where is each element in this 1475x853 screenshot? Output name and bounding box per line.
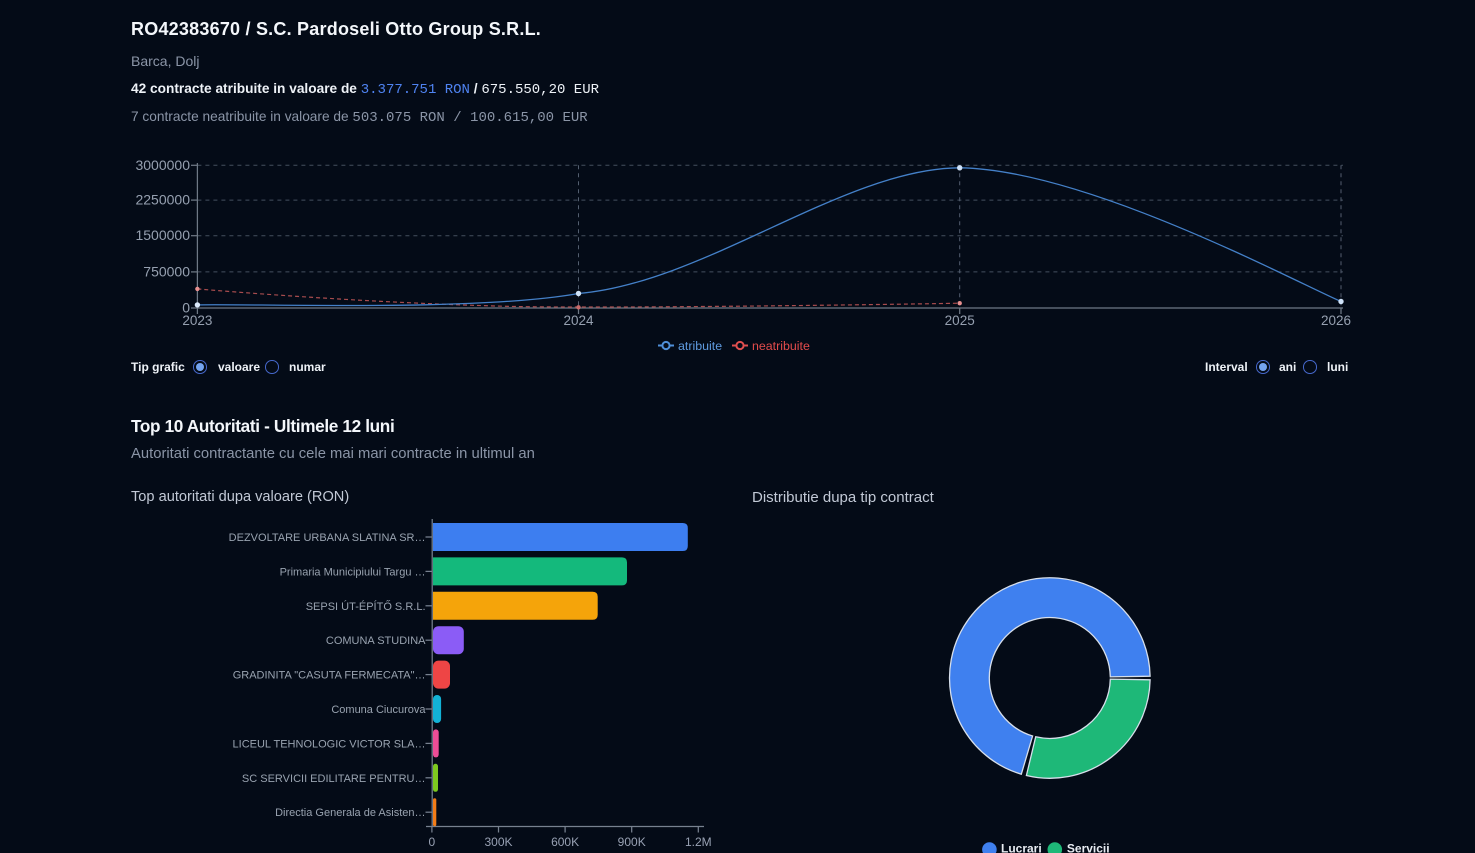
svg-text:Comuna Ciucurova: Comuna Ciucurova [331,704,426,716]
svg-text:900K: 900K [618,835,646,849]
svg-text:atribuite: atribuite [678,339,722,353]
svg-text:SC SERVICII EDILITARE PENTRU…: SC SERVICII EDILITARE PENTRU… [242,773,426,785]
svg-text:2024: 2024 [563,313,594,328]
svg-text:DEZVOLTARE URBANA SLATINA SR…: DEZVOLTARE URBANA SLATINA SR… [229,532,426,544]
svg-text:1500000: 1500000 [135,227,190,243]
svg-text:GRADINITA "CASUTA FERMECATA"…: GRADINITA "CASUTA FERMECATA"… [233,670,426,682]
svg-text:3000000: 3000000 [135,157,190,173]
svg-text:SEPSI ÚT-ÉPÍTŐ S.R.L.: SEPSI ÚT-ÉPÍTŐ S.R.L. [306,599,426,613]
svg-text:2250000: 2250000 [135,192,190,208]
svg-text:1.2M: 1.2M [685,835,712,849]
svg-text:Lucrari: Lucrari [1001,842,1042,853]
svg-text:Primaria Municipiului Targu …: Primaria Municipiului Targu … [280,566,426,578]
svg-text:2025: 2025 [945,313,975,328]
svg-text:Directia Generala de Asisten…: Directia Generala de Asisten… [275,807,425,819]
svg-text:0: 0 [429,835,436,849]
svg-text:750000: 750000 [143,263,190,279]
svg-text:LICEUL TEHNOLOGIC VICTOR SLA…: LICEUL TEHNOLOGIC VICTOR SLA… [233,738,426,750]
svg-text:COMUNA STUDINA: COMUNA STUDINA [326,635,426,647]
svg-text:2023: 2023 [182,313,212,328]
svg-text:neatribuite: neatribuite [752,339,810,353]
svg-text:300K: 300K [484,835,512,849]
svg-text:Servicii: Servicii [1067,842,1110,853]
svg-text:600K: 600K [551,835,579,849]
svg-text:0: 0 [182,300,190,316]
svg-text:2026: 2026 [1321,313,1351,328]
